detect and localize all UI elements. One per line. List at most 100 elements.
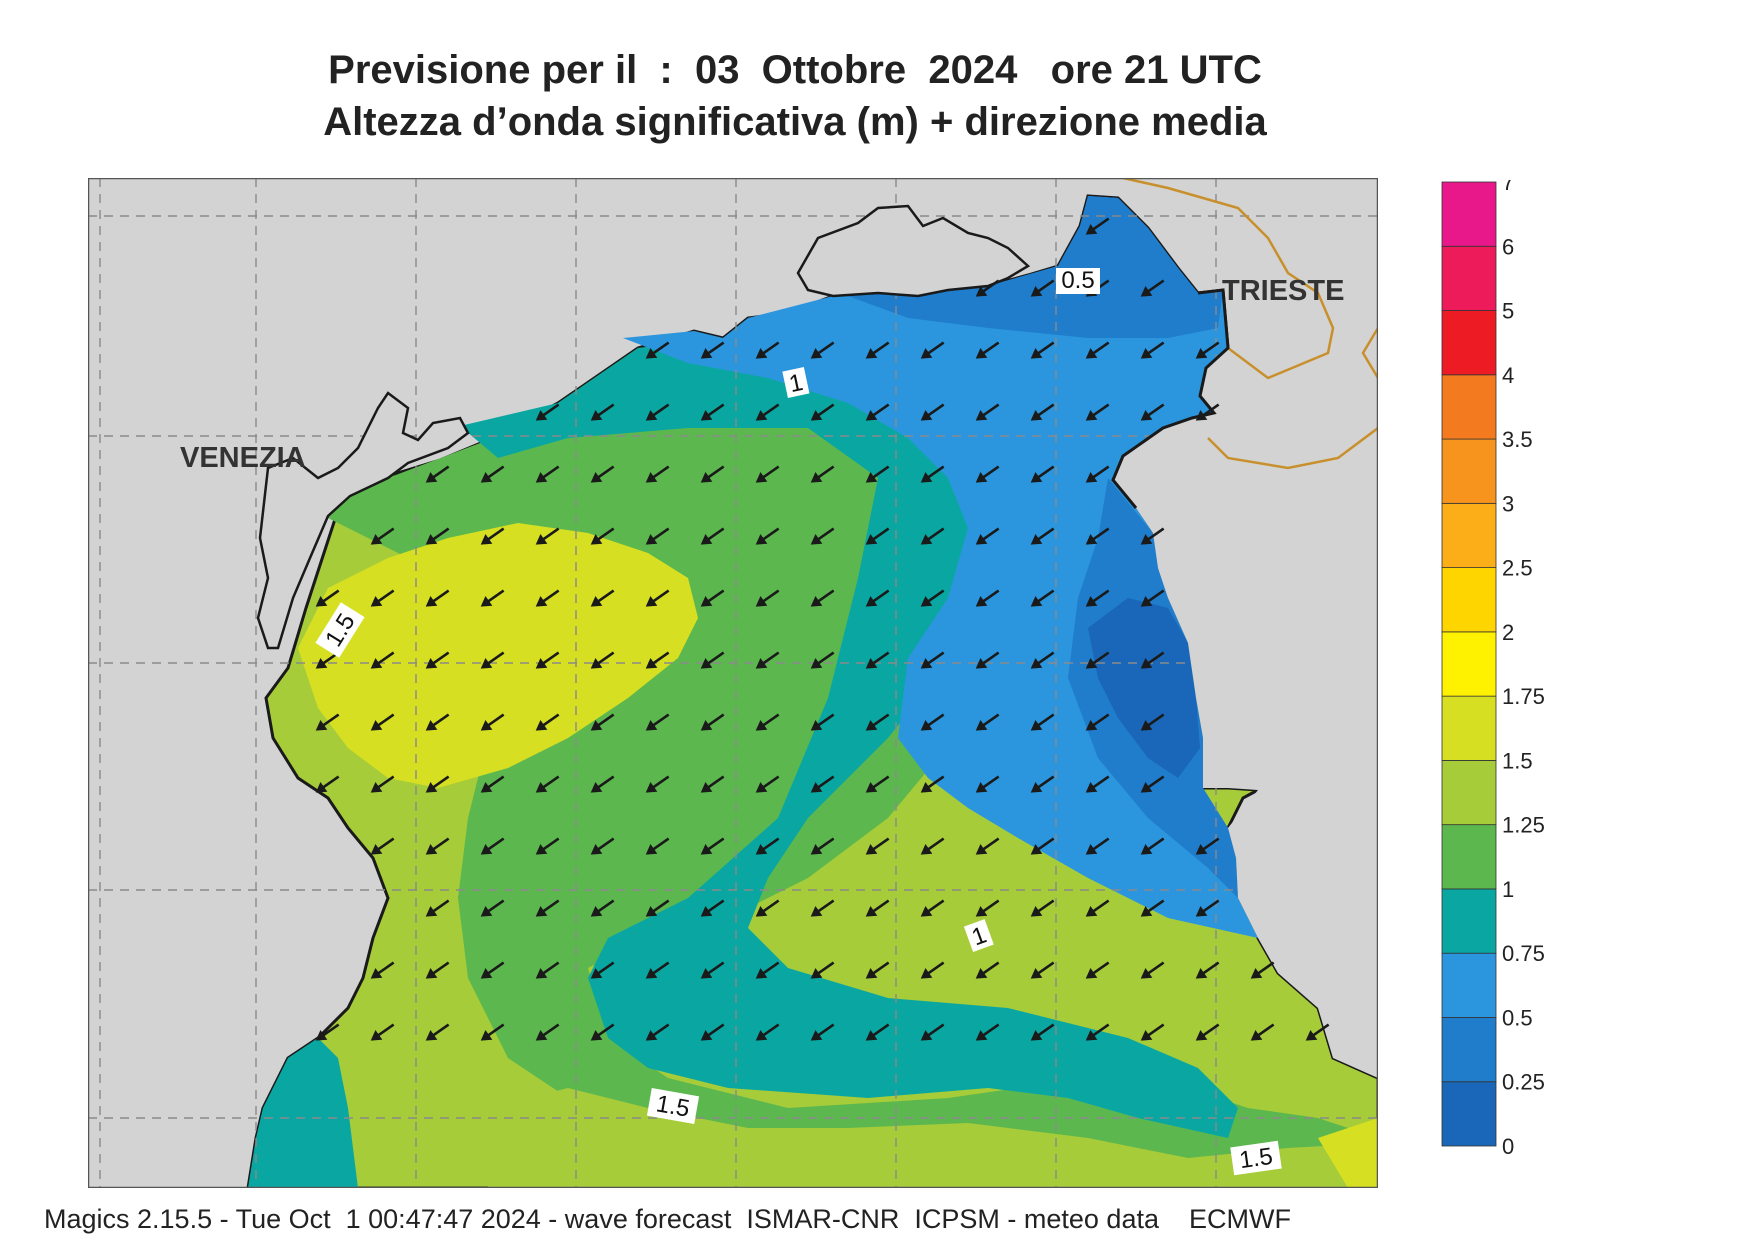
- direction-arrow: [535, 589, 560, 607]
- direction-arrow: [975, 651, 1000, 669]
- istria-coast-land: [1113, 288, 1378, 1188]
- legend-swatch: [1441, 374, 1497, 440]
- direction-arrow: [480, 651, 505, 669]
- direction-arrow: [535, 961, 560, 979]
- legend-swatch: [1441, 310, 1497, 376]
- direction-arrow: [590, 403, 615, 421]
- legend-label: 4: [1502, 363, 1514, 388]
- direction-arrow: [1085, 217, 1110, 235]
- direction-arrow: [370, 589, 395, 607]
- direction-arrow: [425, 775, 450, 793]
- direction-arrow: [920, 341, 945, 359]
- direction-arrow: [1140, 651, 1165, 669]
- legend-label: 0.5: [1502, 1005, 1533, 1030]
- direction-arrow: [480, 527, 505, 545]
- direction-arrow: [425, 589, 450, 607]
- direction-arrow: [865, 961, 890, 979]
- direction-arrow: [425, 899, 450, 917]
- direction-arrow: [315, 589, 340, 607]
- direction-arrow: [480, 713, 505, 731]
- legend-swatch: [1441, 888, 1497, 954]
- legend-label: 0.25: [1502, 1070, 1545, 1095]
- legend-swatch: [1441, 438, 1497, 504]
- direction-arrow: [755, 341, 780, 359]
- direction-arrow: [645, 651, 670, 669]
- direction-arrow: [1140, 341, 1165, 359]
- direction-arrow: [480, 961, 505, 979]
- direction-arrow: [1195, 837, 1220, 855]
- direction-arrow: [755, 837, 780, 855]
- legend-label: 1.75: [1502, 684, 1545, 709]
- direction-arrow: [1140, 1023, 1165, 1041]
- direction-arrow: [755, 961, 780, 979]
- direction-arrow: [425, 465, 450, 483]
- direction-arrow: [590, 899, 615, 917]
- direction-arrow: [1030, 1023, 1055, 1041]
- direction-arrow: [700, 961, 725, 979]
- contour-label-text: 1.5: [1238, 1143, 1275, 1174]
- direction-arrow: [1195, 341, 1220, 359]
- direction-arrow: [975, 341, 1000, 359]
- direction-arrow: [1030, 403, 1055, 421]
- direction-arrow: [1195, 899, 1220, 917]
- venice-lagoon-land: [256, 391, 470, 650]
- direction-arrow: [370, 775, 395, 793]
- direction-arrow: [810, 651, 835, 669]
- direction-arrow: [810, 403, 835, 421]
- direction-arrow: [535, 775, 560, 793]
- direction-arrow: [645, 713, 670, 731]
- direction-arrow: [1140, 775, 1165, 793]
- contour-label-1-south: 1: [963, 919, 994, 952]
- legend-labels: 0 0.25 0.5 0.75 1 1.25 1.5 1.75 2 2.5 3 3.5 4 5 6 7: [1502, 180, 1545, 1159]
- direction-arrow: [645, 527, 670, 545]
- direction-arrow: [1085, 837, 1110, 855]
- direction-arrow: [810, 713, 835, 731]
- direction-arrow: [810, 465, 835, 483]
- direction-arrow: [810, 961, 835, 979]
- direction-arrow: [480, 589, 505, 607]
- legend-label: 0: [1502, 1134, 1514, 1159]
- legend-label: 5: [1502, 299, 1514, 324]
- direction-arrow: [810, 899, 835, 917]
- direction-arrow: [370, 527, 395, 545]
- direction-arrow: [1085, 403, 1110, 421]
- legend-label: 2: [1502, 620, 1514, 645]
- direction-arrow: [590, 1023, 615, 1041]
- direction-arrow: [1085, 1023, 1110, 1041]
- direction-arrow: [920, 651, 945, 669]
- direction-arrow: [535, 837, 560, 855]
- direction-arrow: [590, 589, 615, 607]
- legend-swatch: [1441, 952, 1497, 1018]
- legend-swatch: [1441, 1081, 1497, 1147]
- direction-arrow: [865, 403, 890, 421]
- direction-arrow: [700, 837, 725, 855]
- legend-swatch: [1441, 567, 1497, 633]
- direction-arrow: [700, 899, 725, 917]
- direction-arrow: [590, 713, 615, 731]
- direction-arrow: [755, 775, 780, 793]
- direction-arrow: [1140, 589, 1165, 607]
- direction-arrow: [1140, 961, 1165, 979]
- direction-arrow: [700, 589, 725, 607]
- direction-arrow: [535, 527, 560, 545]
- direction-arrow: [810, 837, 835, 855]
- direction-arrow: [1030, 279, 1055, 297]
- band-1-00-sw: [248, 1038, 358, 1188]
- direction-arrow: [1085, 527, 1110, 545]
- direction-arrow: [1030, 899, 1055, 917]
- direction-arrow: [810, 775, 835, 793]
- direction-arrow: [645, 775, 670, 793]
- direction-arrow: [700, 403, 725, 421]
- direction-arrow: [920, 837, 945, 855]
- direction-arrow: [975, 527, 1000, 545]
- direction-arrow: [535, 1023, 560, 1041]
- direction-arrow: [865, 899, 890, 917]
- direction-arrow: [480, 775, 505, 793]
- direction-arrow: [920, 465, 945, 483]
- direction-arrow: [975, 465, 1000, 483]
- direction-arrow: [865, 651, 890, 669]
- legend-label: 0.75: [1502, 941, 1545, 966]
- direction-arrow: [1085, 713, 1110, 731]
- title-forecast-time: Previsione per il : 03 Ottobre 2024 ore …: [328, 48, 1262, 92]
- contour-label-0.5: 0.5: [1056, 267, 1100, 294]
